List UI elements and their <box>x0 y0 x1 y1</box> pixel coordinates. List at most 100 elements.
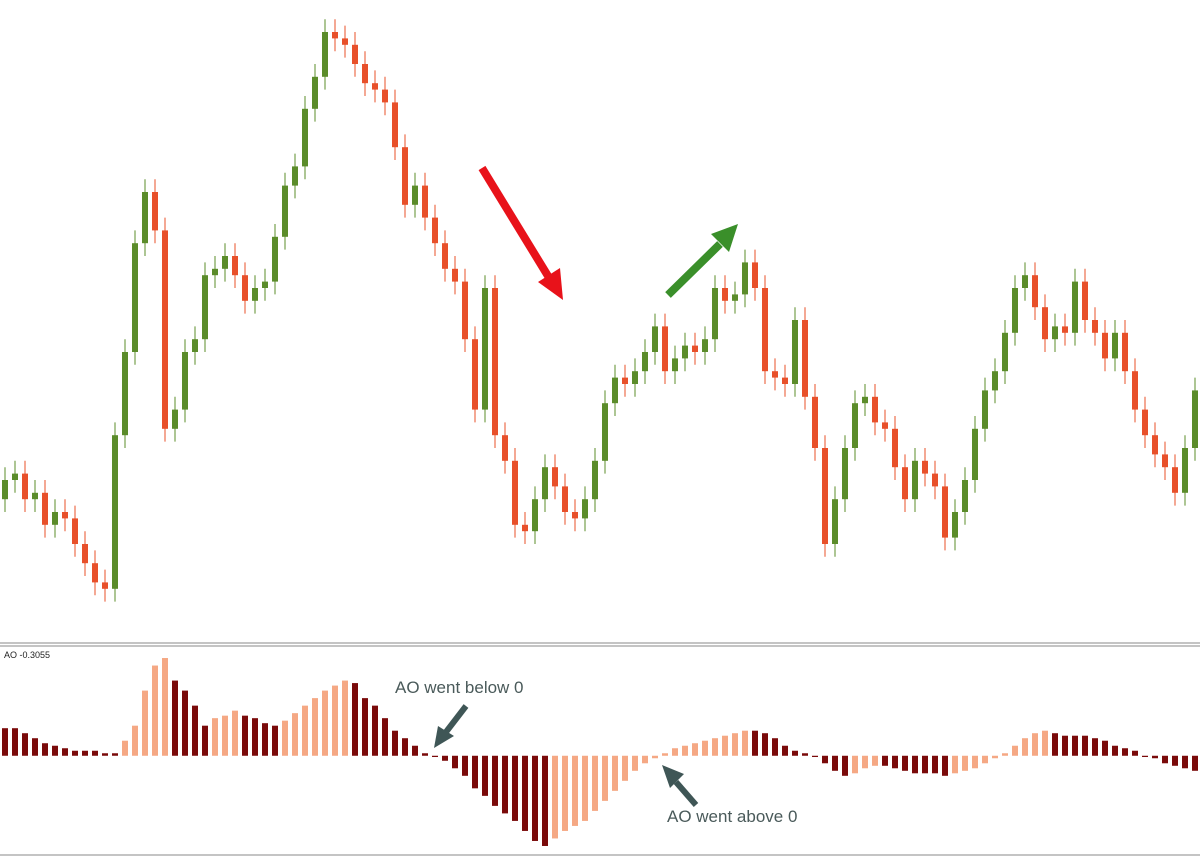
ao-bar <box>862 755 868 769</box>
ao-bar <box>992 755 998 759</box>
ao-bar <box>332 685 338 756</box>
ao-bar <box>1052 733 1058 756</box>
ao-bar <box>932 755 938 774</box>
candle-body <box>852 403 858 448</box>
ao-bar <box>242 715 248 756</box>
ao-bar <box>1162 755 1168 764</box>
candle-body <box>202 275 208 340</box>
ao-bar <box>512 755 518 821</box>
candle-body <box>672 358 678 372</box>
candle-body <box>232 256 238 276</box>
annotation-arrow <box>662 765 699 807</box>
ao-bar <box>1102 740 1108 756</box>
candle-body <box>432 217 438 244</box>
ao-bar <box>262 723 268 756</box>
candle-body <box>482 288 488 410</box>
ao-bar <box>32 738 38 756</box>
candle-body <box>62 512 68 519</box>
candle-body <box>992 371 998 391</box>
candle-body <box>1192 390 1198 448</box>
ao-bar <box>652 755 658 759</box>
candle-body <box>1042 307 1048 340</box>
ao-bar <box>142 690 148 756</box>
ao-bar <box>852 755 858 774</box>
ao-bar <box>172 680 178 756</box>
candle-body <box>812 396 818 448</box>
candle-body <box>472 339 478 410</box>
ao-bar <box>472 755 478 789</box>
candle-body <box>262 281 268 288</box>
candle-body <box>1012 288 1018 333</box>
candle-body <box>892 428 898 468</box>
candle-body <box>592 460 598 500</box>
candle-body <box>342 38 348 45</box>
candle-body <box>122 352 128 436</box>
ao-bar <box>1062 735 1068 756</box>
candle-body <box>362 64 368 84</box>
candle-body <box>632 371 638 384</box>
candle-body <box>712 288 718 340</box>
candle-body <box>662 326 668 372</box>
ao-bar <box>22 733 28 756</box>
candle-body <box>862 396 868 404</box>
ao-bar <box>1182 755 1188 769</box>
candle-body <box>1162 454 1168 468</box>
candle-body <box>332 32 338 39</box>
ao-bar <box>562 755 568 831</box>
candle-body <box>832 499 838 544</box>
candle-body <box>212 268 218 276</box>
candle-body <box>822 448 828 544</box>
ao-bar <box>452 755 458 769</box>
trend-arrow <box>478 165 563 300</box>
trend-arrow <box>665 224 738 298</box>
candle-body <box>762 288 768 372</box>
ao-bar <box>232 710 238 756</box>
candle-body <box>352 44 358 64</box>
candle-body <box>452 268 458 282</box>
ao-bar <box>422 753 428 756</box>
candle-body <box>1062 326 1068 333</box>
ao-bar <box>702 740 708 756</box>
ao-bar <box>382 718 388 756</box>
ao-bar <box>1152 755 1158 759</box>
ao-bar <box>192 705 198 756</box>
ao-bar <box>1032 733 1038 756</box>
ao-bar <box>12 728 18 756</box>
candle-body <box>1072 281 1078 333</box>
ao-bar <box>972 755 978 769</box>
candle-body <box>272 236 278 282</box>
ao-bar <box>912 755 918 774</box>
candle-body <box>652 326 658 352</box>
ao-bar <box>162 658 168 756</box>
ao-bar <box>812 755 818 758</box>
candle-body <box>102 582 108 589</box>
candle-body <box>222 256 228 269</box>
ao-bar <box>342 680 348 756</box>
candle-body <box>72 518 78 544</box>
candle-body <box>972 428 978 480</box>
ao-bar <box>552 755 558 839</box>
ao-bar <box>672 748 678 756</box>
ao-bar <box>582 755 588 821</box>
candle-body <box>22 473 28 500</box>
ao-bar <box>722 735 728 756</box>
ao-bar <box>282 720 288 756</box>
ao-bar <box>1122 748 1128 756</box>
annotation: AO went above 0 <box>667 807 797 826</box>
candle-body <box>1132 371 1138 410</box>
ao-bar <box>1012 745 1018 756</box>
candle-body <box>302 108 308 167</box>
candle-body <box>512 460 518 525</box>
candle-body <box>532 499 538 532</box>
candle-body <box>1142 409 1148 436</box>
ao-bar <box>502 755 508 814</box>
ao-bar <box>872 755 878 766</box>
ao-bar <box>602 755 608 801</box>
ao-bar <box>82 750 88 756</box>
ao-bar <box>772 738 778 756</box>
ao-bar <box>532 755 538 841</box>
candle-body <box>1002 332 1008 372</box>
ao-bar <box>42 743 48 756</box>
indicator-label: AO -0.3055 <box>4 650 50 660</box>
